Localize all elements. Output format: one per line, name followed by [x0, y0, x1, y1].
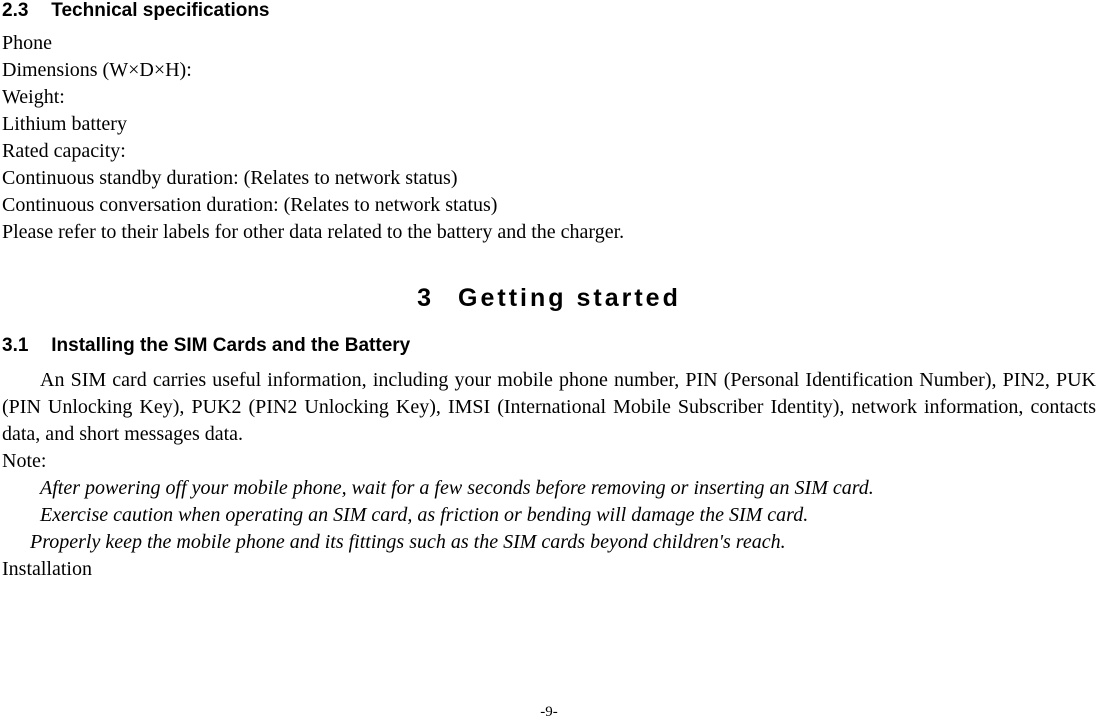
spec-phone: Phone: [2, 30, 1096, 57]
spec-weight: Weight:: [2, 84, 1096, 111]
chapter-3-title: Getting started: [458, 284, 681, 312]
note-line-2: Exercise caution when operating an SIM c…: [2, 502, 1096, 529]
section-3-1-number: 3.1: [2, 335, 46, 357]
section-2-3-number: 2.3: [2, 0, 46, 22]
sim-intro-paragraph: An SIM card carries useful information, …: [2, 367, 1096, 448]
chapter-3-heading: 3 Getting started: [2, 284, 1096, 313]
spec-dimensions: Dimensions (W×D×H):: [2, 57, 1096, 84]
section-2-3-title: Technical specifications: [51, 0, 269, 21]
page-number: -9-: [0, 704, 1098, 721]
note-line-3: Properly keep the mobile phone and its f…: [2, 529, 1096, 556]
section-3-1-title: Installing the SIM Cards and the Battery: [51, 335, 410, 356]
chapter-3-number: 3: [417, 284, 434, 312]
spec-standby: Continuous standby duration: (Relates to…: [2, 165, 1096, 192]
spec-battery: Lithium battery: [2, 111, 1096, 138]
note-line-1: After powering off your mobile phone, wa…: [2, 475, 1096, 502]
spec-capacity: Rated capacity:: [2, 138, 1096, 165]
spec-refer: Please refer to their labels for other d…: [2, 219, 1096, 246]
note-label: Note:: [2, 448, 1096, 475]
section-3-1-heading: 3.1 Installing the SIM Cards and the Bat…: [2, 335, 1096, 357]
section-2-3-heading: 2.3 Technical specifications: [2, 0, 1096, 22]
spec-conversation: Continuous conversation duration: (Relat…: [2, 192, 1096, 219]
installation-label: Installation: [2, 556, 1096, 583]
